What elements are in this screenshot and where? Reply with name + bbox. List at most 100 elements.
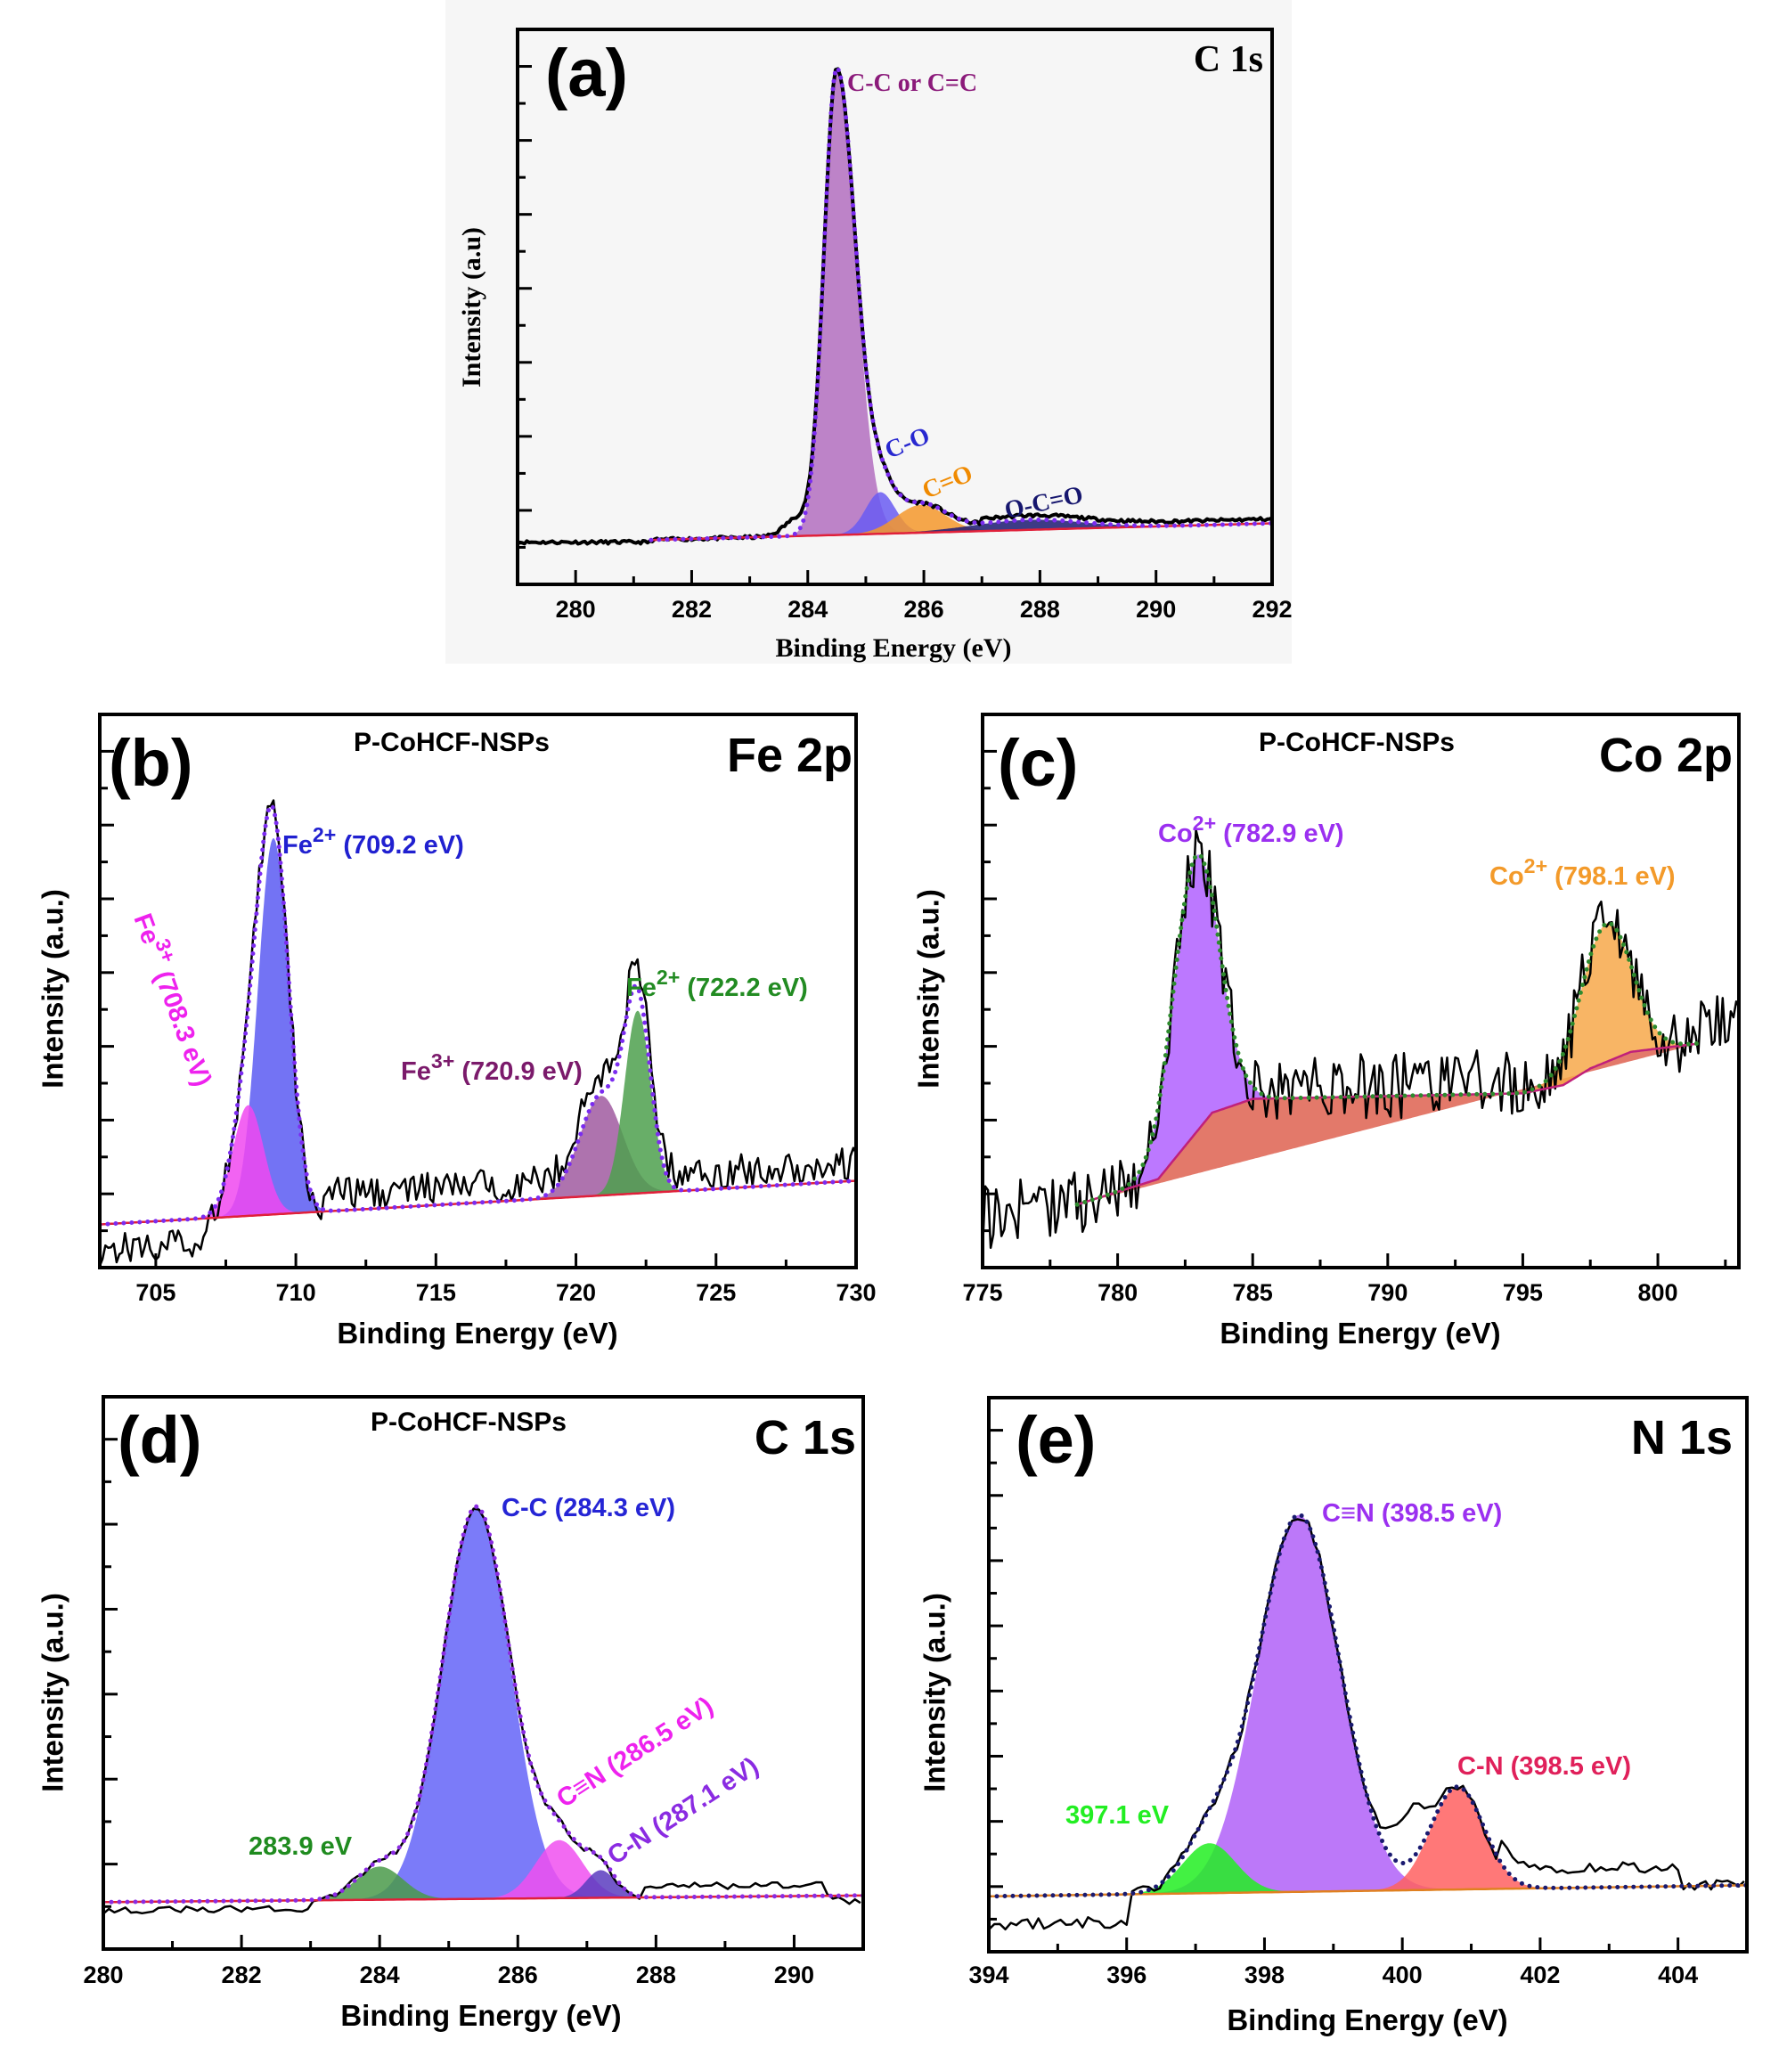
raw-spectrum-line (103, 1507, 861, 1915)
core-level-title: Co 2p (1599, 729, 1733, 782)
x-axis-title: Binding Energy (eV) (775, 633, 1011, 663)
x-tick-label: 710 (276, 1279, 316, 1306)
peak-component-2 (793, 504, 1049, 536)
peak-label-energy: (722.2 eV) (680, 974, 807, 1002)
fit-envelope-line (649, 65, 1272, 542)
panel-d: 280 282 284 286 288 290 Binding Energy (eV) Int… (37, 1395, 865, 2032)
y-axis-title: Intensity (a.u) (457, 227, 486, 387)
raw-spectrum-line (100, 799, 856, 1267)
x-tick-label: 790 (1367, 1279, 1408, 1306)
background-area (1077, 1043, 1699, 1205)
x-tick-label: 290 (1136, 596, 1176, 623)
x-axis-title: Binding Energy (eV) (337, 1317, 617, 1350)
peak-component-2 (490, 1096, 713, 1203)
x-tick-label: 284 (787, 596, 828, 623)
peak-label-charge: 2+ (1193, 812, 1216, 835)
x-tick-label: 286 (498, 1962, 538, 1988)
core-level-title: C 1s (1194, 39, 1263, 80)
peak-component-3 (525, 1870, 677, 1899)
peak-label: Fe3+ (708.3 eV) (127, 907, 224, 1089)
peak-label-species: Fe (401, 1057, 431, 1086)
x-tick-label: 280 (556, 596, 596, 623)
peak-component-2 (437, 1840, 681, 1899)
plot-frame (98, 713, 858, 1269)
peak-label-species: C-N (398.5 eV) (1457, 1752, 1631, 1781)
peak-label-energy: (709.2 eV) (336, 831, 463, 860)
plot-frame (516, 28, 1274, 586)
peak-label: C≡N (398.5 eV) (1322, 1499, 1502, 1528)
peak-label: Fe2+ (709.2 eV) (282, 823, 464, 860)
peak-label: Co2+ (798.1 eV) (1489, 854, 1676, 891)
peak-component-3 (747, 519, 1272, 538)
x-tick-label: 720 (556, 1279, 596, 1306)
panel-letter: (a) (545, 36, 628, 111)
panel-c: 775 780 785 790 795 800 Binding Energy (eV) Int… (912, 713, 1741, 1350)
peak-label-species: Co (1489, 862, 1524, 891)
peak-label: Fe3+ (720.9 eV) (401, 1049, 583, 1086)
x-tick-label: 394 (968, 1962, 1008, 1988)
peak-label-species: Fe (626, 974, 657, 1002)
y-axis-title: Intensity (a.u.) (912, 889, 945, 1089)
peak-label: Co2+ (782.9 eV) (1158, 812, 1344, 848)
peak-label-energy: (708.3 eV) (146, 960, 216, 1090)
x-tick-label: 785 (1233, 1279, 1273, 1306)
core-level-title: Fe 2p (727, 729, 853, 782)
peak-label-species: C≡N (398.5 eV) (1322, 1499, 1502, 1528)
x-tick-label: 290 (774, 1962, 814, 1988)
peak-label-species: C-C (284.3 eV) (502, 1494, 675, 1522)
peak-component-0 (301, 1506, 651, 1901)
peak-label: 283.9 eV (249, 1832, 353, 1861)
x-tick-label: 780 (1097, 1279, 1138, 1306)
x-tick-label: 280 (83, 1962, 123, 1988)
panel-letter: (c) (998, 726, 1078, 800)
x-tick-label: 730 (836, 1279, 876, 1306)
x-tick-label: 705 (135, 1279, 175, 1306)
y-axis-title: Intensity (a.u.) (37, 1593, 69, 1792)
x-tick-label: 396 (1106, 1962, 1146, 1988)
peak-component-1 (1475, 923, 1699, 1095)
x-tick-label: 398 (1244, 1962, 1285, 1988)
peak-component-2 (1320, 1787, 1595, 1892)
plot-frame (987, 1396, 1749, 1954)
peak-label-charge: 3+ (431, 1049, 454, 1073)
peak-label-species: 283.9 eV (249, 1832, 353, 1861)
peak-label-charge: 2+ (657, 966, 680, 989)
peak-component-0 (739, 69, 934, 538)
peak-component-1 (257, 1866, 502, 1901)
x-tick-label: 282 (222, 1962, 262, 1988)
peak-label-energy: (720.9 eV) (454, 1057, 582, 1086)
x-axis-title: Binding Energy (eV) (1227, 2003, 1507, 2036)
peak-label: C-C or C=C (847, 69, 977, 97)
peak-label: C-N (398.5 eV) (1457, 1752, 1631, 1781)
x-tick-label: 715 (416, 1279, 456, 1306)
y-axis-title: Intensity (a.u.) (37, 889, 69, 1089)
x-axis-title: Binding Energy (eV) (340, 1999, 621, 2032)
panel-letter: (b) (109, 726, 193, 800)
core-level-title: C 1s (755, 1411, 856, 1464)
peak-component-0 (193, 838, 354, 1220)
peak-label-species: Co (1158, 820, 1193, 848)
peak-label-energy: (782.9 eV) (1216, 820, 1343, 848)
plot-area (100, 799, 856, 1267)
sample-subtitle: P-CoHCF-NSPs (1259, 728, 1455, 757)
peak-label: 397.1 eV (1065, 1801, 1170, 1830)
peak-label-charge: 2+ (313, 823, 336, 846)
y-axis-title: Intensity (a.u.) (918, 1593, 951, 1792)
peak-label-species: C-C or C=C (847, 69, 977, 97)
panel-b: 705 710 715 720 725 730 Binding Energy (eV) Int… (37, 713, 877, 1350)
x-tick-label: 725 (696, 1279, 736, 1306)
peak-component-1 (1073, 1843, 1346, 1896)
x-tick-label: 284 (360, 1962, 400, 1988)
plot-area (103, 1504, 863, 1915)
fit-envelope-line (989, 1513, 1747, 1899)
raw-spectrum-line (983, 828, 1739, 1252)
peak-label-charge: 2+ (1524, 854, 1547, 877)
baseline-line (100, 1179, 856, 1226)
core-level-title: N 1s (1631, 1411, 1733, 1464)
panel-letter: (d) (118, 1403, 202, 1477)
x-tick-label: 402 (1520, 1962, 1560, 1988)
panel-a: 280 282 284 286 288 290 292 Binding Energy (eV)… (457, 28, 1293, 663)
x-tick-label: 286 (904, 596, 944, 623)
peak-component-3 (569, 1010, 706, 1198)
